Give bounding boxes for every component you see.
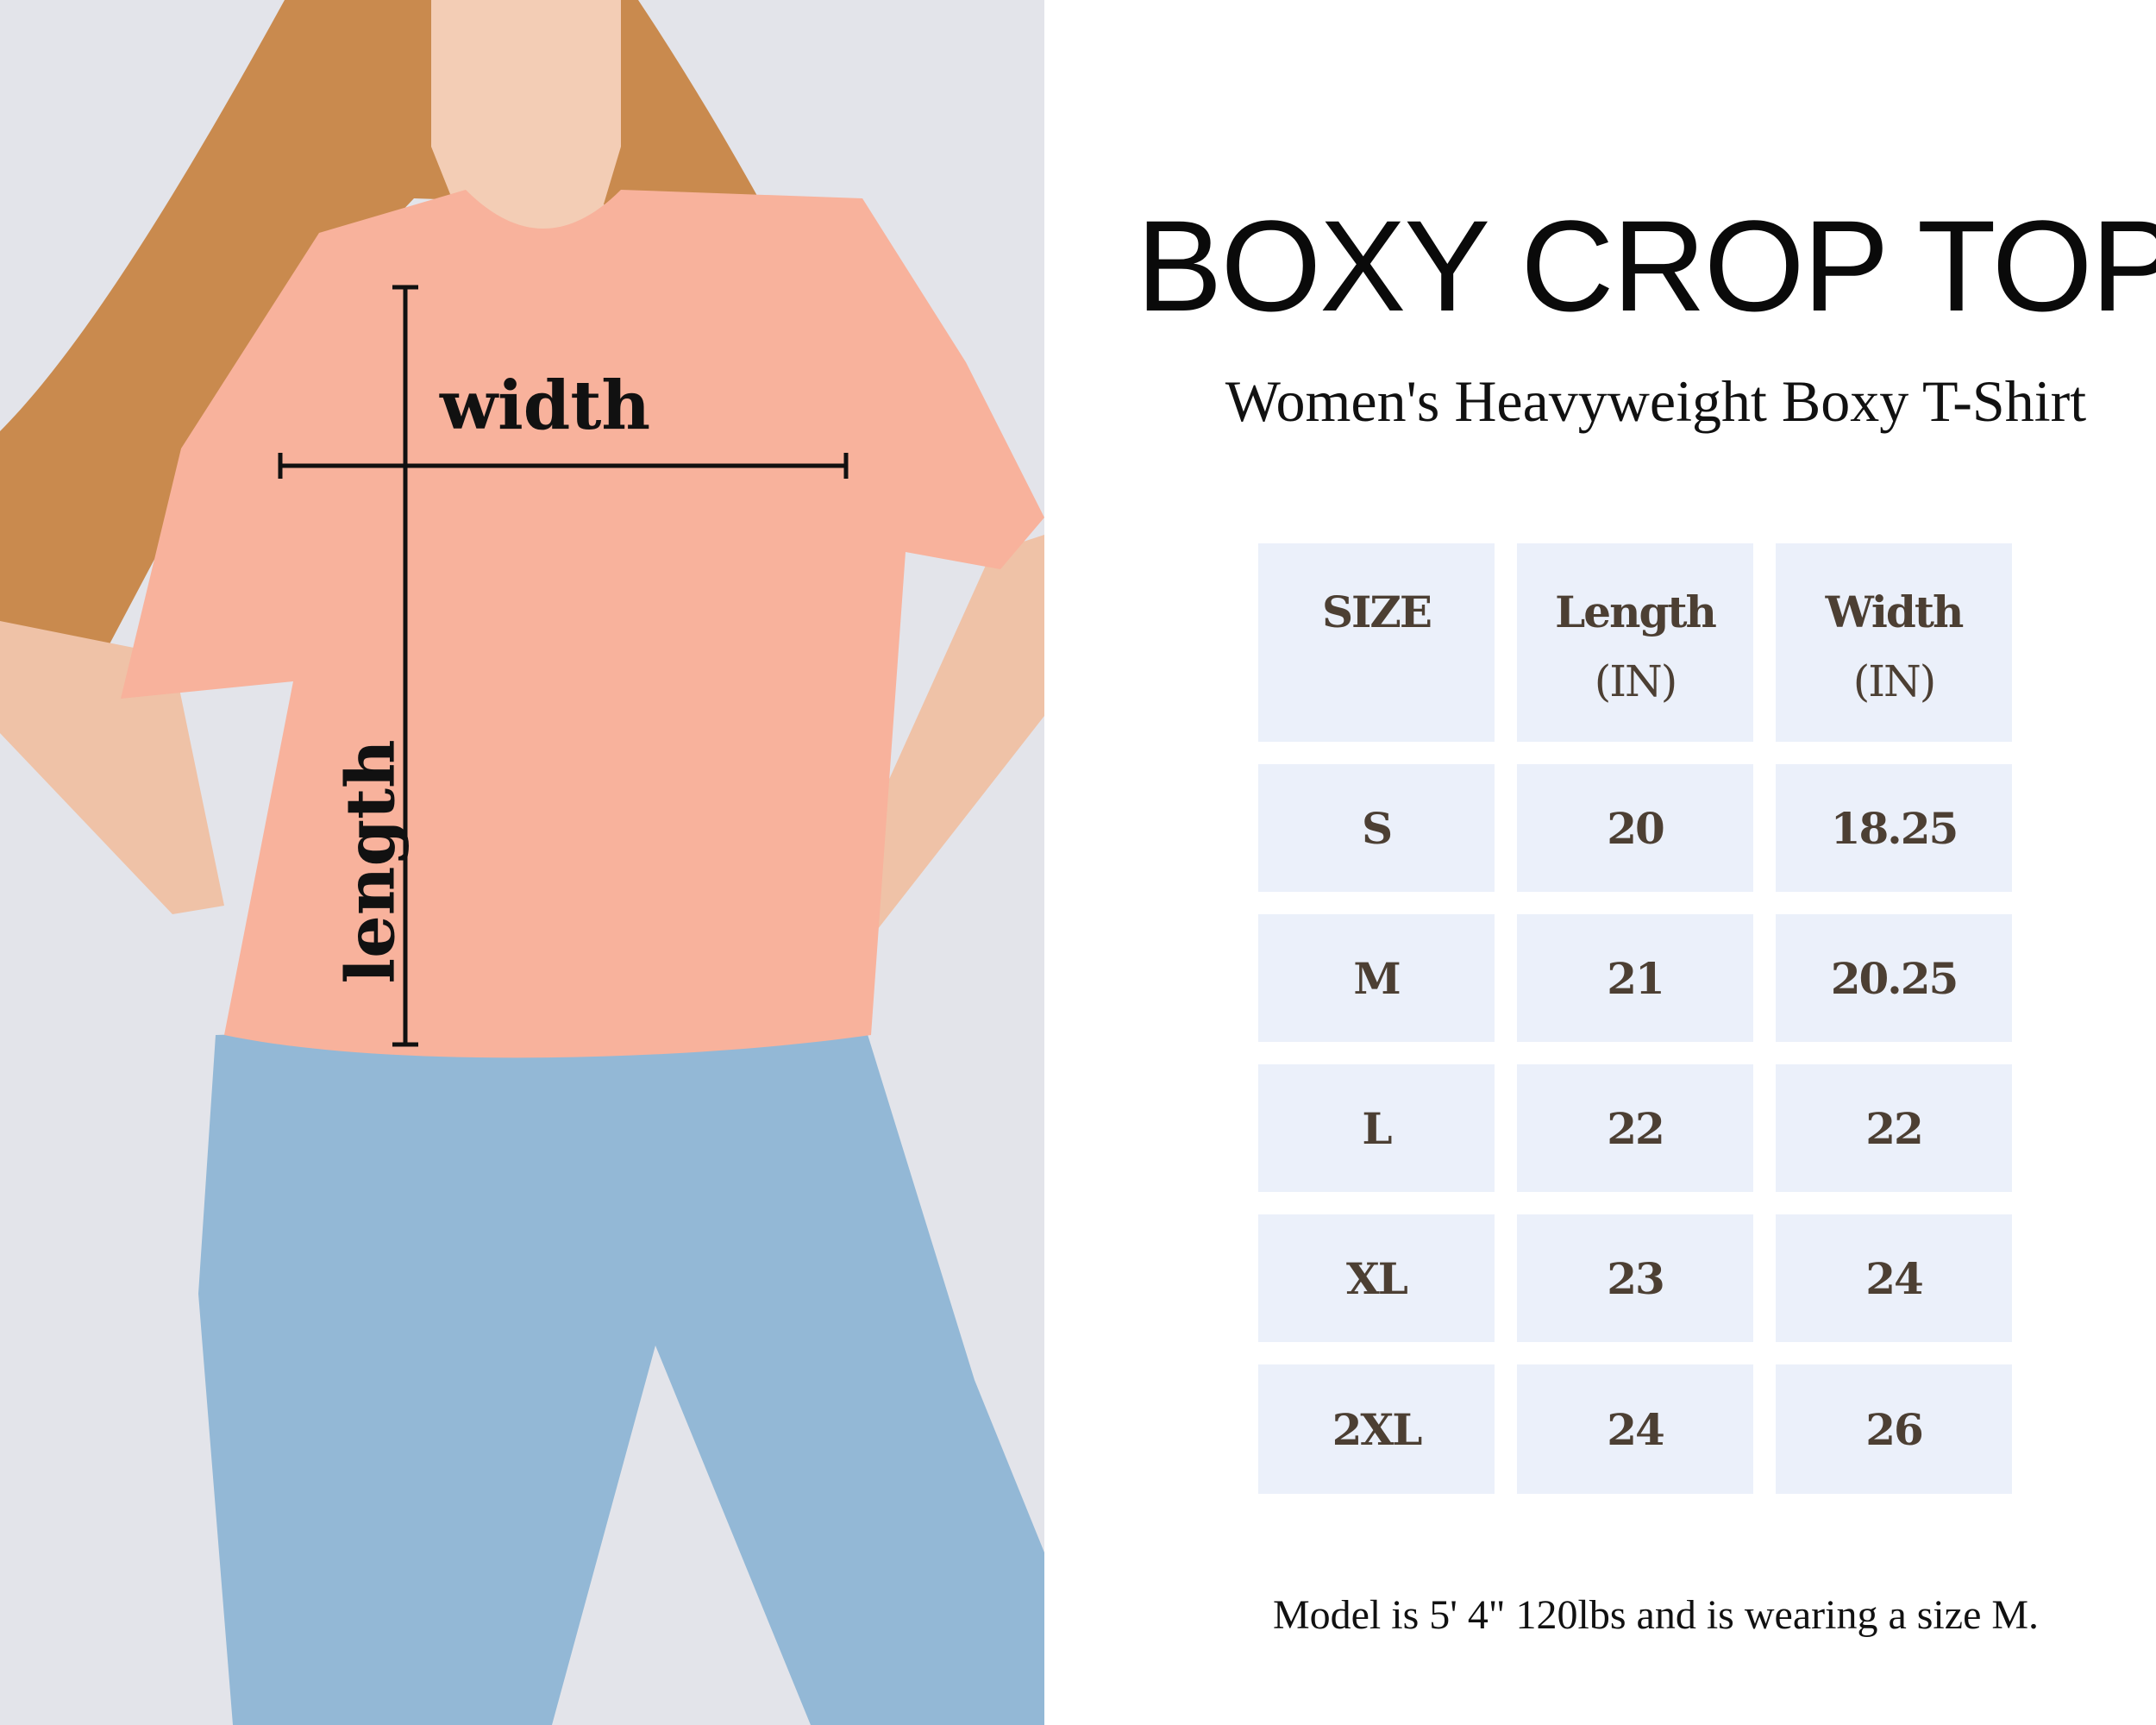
cell-length: 21 [1517, 914, 1753, 1042]
cell-size: XL [1258, 1214, 1495, 1342]
cell-size: M [1258, 914, 1495, 1042]
cell-width: 24 [1776, 1214, 2012, 1342]
shirt [121, 190, 1044, 1058]
header-size: SIZE [1258, 543, 1495, 742]
jeans [198, 1018, 1044, 1725]
header-width: Width (IN) [1776, 543, 2012, 742]
header-text: Width [1825, 586, 1965, 637]
page-title: BOXY CROP TOP [1136, 193, 2156, 338]
cell-width: 20.25 [1776, 914, 2012, 1042]
model-note: Model is 5' 4" 120lbs and is wearing a s… [1272, 1592, 2040, 1638]
cell-length: 22 [1517, 1064, 1753, 1192]
header-unit: (IN) [1594, 656, 1678, 706]
cell-width: 18.25 [1776, 764, 2012, 892]
cell-length: 20 [1517, 764, 1753, 892]
cell-width: 22 [1776, 1064, 2012, 1192]
cell-width: 26 [1776, 1364, 2012, 1494]
header-text: SIZE [1321, 586, 1432, 637]
cell-length: 23 [1517, 1214, 1753, 1342]
model-illustration [0, 0, 1044, 1725]
length-label: length [331, 739, 411, 984]
arm-left [0, 621, 224, 914]
model-photo: width length [0, 0, 1044, 1725]
width-label: width [440, 367, 651, 445]
cell-length: 24 [1517, 1364, 1753, 1494]
face-neck [431, 0, 621, 233]
page-subtitle: Women's Heavyweight Boxy T-Shirt [1225, 368, 2087, 434]
header-unit: (IN) [1852, 656, 1937, 706]
hair [0, 0, 862, 656]
header-text: Length [1555, 586, 1717, 637]
cell-size: S [1258, 764, 1495, 892]
cell-size: L [1258, 1064, 1495, 1192]
cell-size: 2XL [1258, 1364, 1495, 1494]
header-length: Length (IN) [1517, 543, 1753, 742]
